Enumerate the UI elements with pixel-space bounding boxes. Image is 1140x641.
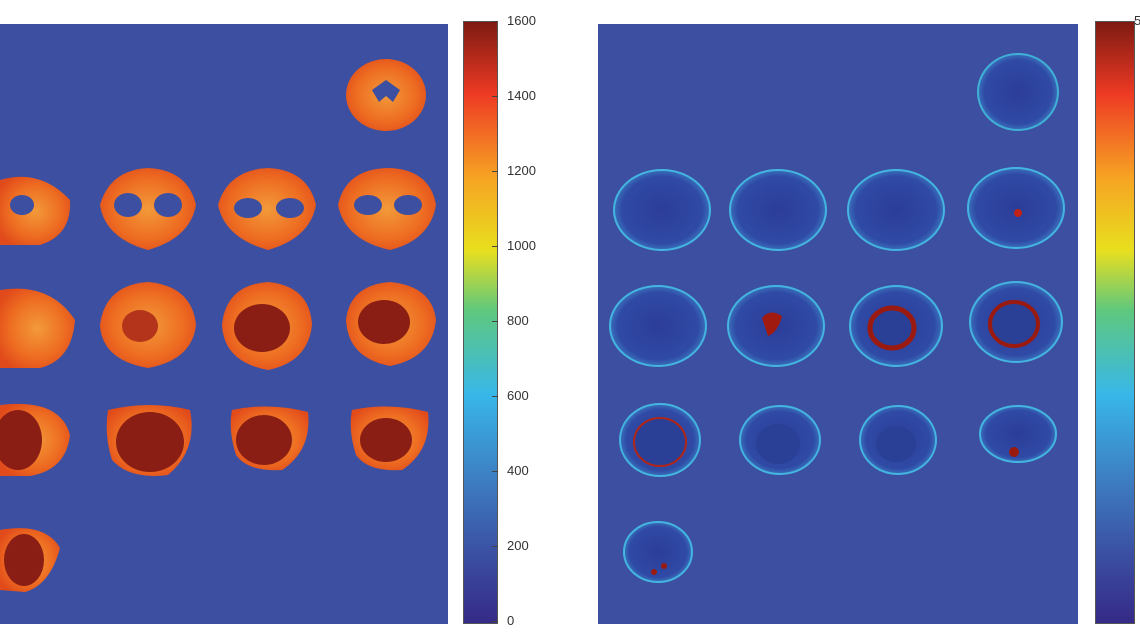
colorbar-tick-mark [492,21,498,22]
slice [106,405,192,476]
slice [218,168,316,250]
slice [979,405,1057,463]
slice [609,285,707,367]
slice [346,59,426,131]
colorbar-tick-label: 1600 [507,13,536,28]
slice [977,53,1059,131]
colorbar-tick-label: 5 [1134,13,1140,28]
slice [350,406,429,471]
colorbar-tick-mark [492,171,498,172]
colorbar-tick-mark [492,546,498,547]
slice [100,282,196,368]
colorbar-tick-label: 1400 [507,88,536,103]
slice [859,405,937,475]
slice [346,282,436,366]
colorbar-tick-mark [492,321,498,322]
right-slices [609,53,1065,583]
colorbar-tick-label: 1000 [507,238,536,253]
slice [739,405,821,475]
slice [727,285,825,367]
slice [230,406,309,471]
colorbar-tick-mark [492,471,498,472]
slice [847,169,945,251]
slice [623,521,693,583]
colorbar-tick-label: 400 [507,463,529,478]
slice [0,403,70,476]
right-colorbar [1095,21,1135,624]
colorbar-tick-mark [492,96,498,97]
colorbar-tick-label: 1200 [507,163,536,178]
slice [100,168,196,250]
colorbar-tick-label: 0 [507,613,515,628]
slice [613,169,711,251]
slice [338,168,436,250]
colorbar-tick-label: 600 [507,388,529,403]
left-colorbar [463,21,498,624]
slice [0,176,71,245]
slice [0,288,75,368]
colorbar-tick-label: 800 [507,313,529,328]
colorbar-tick-mark [492,396,498,397]
slice [969,281,1063,363]
slice [0,528,60,592]
colorbar-tick-mark [492,621,498,622]
slice [729,169,827,251]
left-slices [0,59,436,592]
slice [222,282,312,370]
colorbar-tick-mark [492,246,498,247]
slice [619,403,701,477]
colorbar-tick-label: 200 [507,538,529,553]
slice [849,285,943,367]
slice [967,167,1065,249]
